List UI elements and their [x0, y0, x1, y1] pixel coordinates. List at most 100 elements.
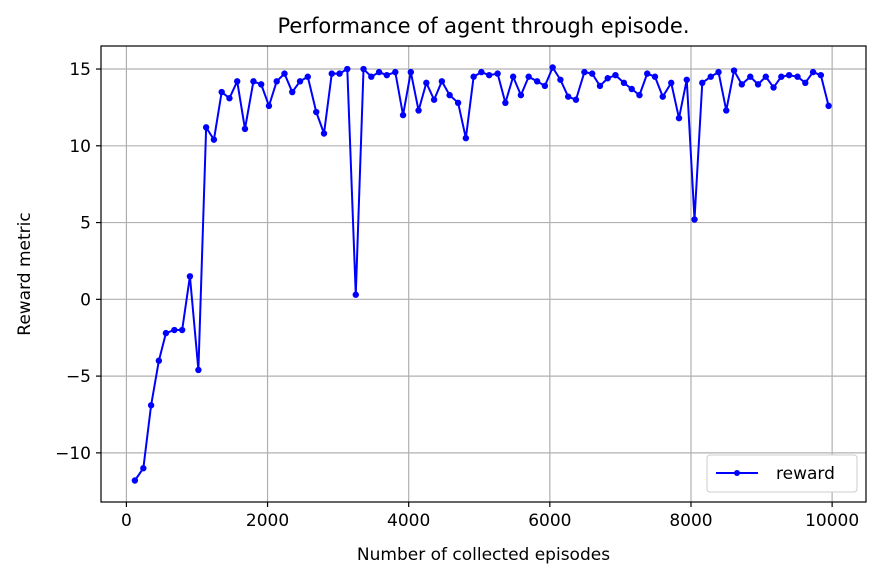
x-tick-label: 8000 — [669, 511, 712, 531]
data-point — [785, 71, 793, 79]
data-point — [344, 65, 351, 73]
data-point — [250, 78, 257, 85]
data-point — [131, 477, 139, 484]
data-point — [612, 71, 619, 79]
data-point — [226, 95, 233, 102]
data-point — [218, 88, 225, 96]
y-tick-label: 10 — [69, 137, 91, 157]
data-point — [234, 78, 241, 85]
data-point — [509, 73, 517, 80]
data-point — [644, 70, 651, 77]
data-point — [202, 124, 210, 131]
data-point — [423, 79, 430, 87]
data-point — [557, 76, 564, 83]
plot-frame — [100, 45, 867, 503]
data-point — [668, 79, 675, 87]
data-point — [770, 84, 777, 91]
data-point — [707, 73, 714, 80]
data-point — [730, 67, 738, 74]
legend-label-reward: reward — [776, 464, 835, 484]
data-point — [257, 81, 265, 88]
data-point — [281, 70, 288, 77]
data-point — [754, 81, 762, 88]
y-axis-label: Reward metric — [15, 212, 35, 335]
data-point — [462, 134, 470, 142]
data-point — [430, 96, 438, 103]
data-point — [596, 82, 604, 90]
data-point — [155, 357, 163, 364]
data-point — [304, 73, 311, 80]
data-point — [407, 68, 415, 76]
x-tick-label: 2000 — [246, 511, 289, 531]
data-point — [171, 326, 178, 334]
data-point — [392, 68, 399, 76]
data-point — [178, 326, 186, 334]
data-point — [762, 73, 769, 80]
x-tick-label: 4000 — [387, 511, 430, 531]
data-point — [651, 73, 659, 80]
data-point — [368, 73, 375, 80]
x-tick-label: 0 — [121, 511, 132, 531]
data-point — [588, 70, 596, 77]
chart-title: Performance of agent through episode. — [278, 14, 690, 38]
data-point — [470, 73, 477, 80]
data-point — [502, 99, 509, 107]
data-point — [320, 130, 328, 137]
data-point — [691, 216, 698, 223]
data-point — [683, 76, 690, 83]
data-point — [620, 79, 628, 87]
data-point — [699, 79, 706, 87]
legend-box — [706, 454, 858, 493]
data-point — [289, 88, 296, 96]
data-point — [195, 366, 202, 374]
data-point — [541, 82, 549, 90]
data-point — [494, 70, 501, 77]
data-point — [533, 78, 541, 85]
data-point — [265, 102, 273, 110]
y-tick-label: 15 — [69, 60, 91, 80]
data-point — [723, 107, 730, 114]
data-point — [659, 93, 666, 100]
data-point — [636, 91, 643, 99]
x-tick-label: 6000 — [528, 511, 571, 531]
data-point — [802, 79, 809, 87]
data-point — [360, 65, 367, 73]
data-point — [438, 78, 446, 85]
data-point — [241, 125, 249, 133]
data-point — [186, 273, 194, 280]
y-tick-label: 5 — [80, 214, 91, 234]
data-point — [517, 91, 525, 99]
data-point — [383, 71, 391, 79]
data-point — [147, 402, 155, 409]
data-point — [604, 75, 611, 82]
axis-ticks: 0 2000 4000 6000 8000 10000 −10 −5 0 5 10 15 — [55, 60, 859, 531]
data-point — [446, 91, 453, 99]
data-point — [747, 73, 754, 80]
data-point — [778, 73, 785, 80]
data-point — [485, 71, 493, 79]
legend-marker — [734, 470, 740, 476]
data-point — [454, 99, 462, 107]
grid-lines — [101, 46, 866, 502]
x-axis-label: Number of collected episodes — [357, 545, 610, 565]
data-series — [131, 64, 832, 484]
legend: reward — [706, 454, 858, 493]
data-point — [399, 111, 407, 119]
y-tick-label: 0 — [80, 290, 91, 310]
x-tick-label: 10000 — [805, 511, 859, 531]
data-point — [352, 291, 359, 298]
data-point — [794, 73, 801, 80]
data-point — [809, 68, 817, 76]
data-point — [415, 107, 422, 114]
data-point — [825, 102, 832, 110]
data-point — [478, 68, 485, 76]
data-point — [572, 96, 580, 103]
data-point — [328, 70, 335, 77]
data-point — [375, 68, 383, 76]
data-point — [549, 64, 556, 71]
data-point — [738, 81, 745, 88]
data-point — [675, 114, 683, 122]
data-point — [210, 136, 218, 143]
